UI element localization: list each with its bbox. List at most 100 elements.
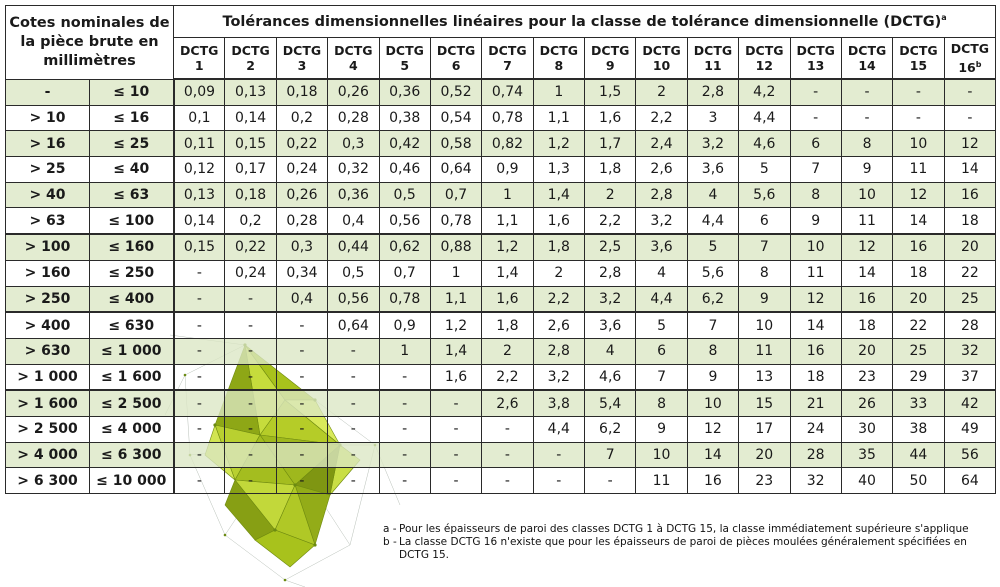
tolerance-cell: -	[840, 78, 894, 106]
tolerance-cell: 1,2	[532, 130, 586, 158]
tolerance-cell: -	[172, 259, 226, 287]
tolerance-cell: -	[224, 285, 277, 313]
column-header-text: DCTG 13	[796, 43, 835, 73]
tolerance-cell: 18	[943, 207, 997, 235]
tolerance-cell: 1,5	[583, 78, 637, 106]
tolerance-cell: -	[327, 337, 380, 365]
tolerance-cell: 6	[738, 207, 791, 235]
tolerance-cell: -	[481, 415, 534, 443]
tolerance-cell: 5	[738, 156, 791, 183]
tolerance-cell: 2,6	[635, 156, 688, 183]
tolerance-cell: 0,9	[481, 156, 534, 183]
tolerance-cell: 4,6	[738, 130, 791, 158]
tolerance-cell: 18	[789, 363, 842, 391]
tolerance-cell: 0,13	[172, 181, 226, 209]
tolerance-cell: 4,4	[738, 104, 791, 132]
tolerance-cell: 9	[789, 207, 842, 235]
tolerance-table-container: Cotes nominales de la pièce brute en mil…	[5, 5, 997, 587]
tolerance-cell: 7	[738, 233, 791, 261]
footnote-a: a - Pour les épaisseurs de paroi des cla…	[383, 523, 995, 536]
column-header-text: DCTG 11	[693, 43, 733, 73]
tolerance-cell: 38	[892, 415, 945, 443]
range-lower-bound: > 1 600	[5, 389, 90, 417]
tolerance-cell: 12	[789, 285, 842, 313]
tolerance-cell: 2,2	[532, 285, 586, 313]
column-header-dctg-13: DCTG 13DCTG13	[789, 37, 842, 80]
tolerance-cell: 0,26	[327, 78, 380, 106]
tolerance-cell: 10	[635, 441, 688, 469]
tolerance-cell: 28	[789, 441, 842, 469]
tolerance-cell: -	[892, 78, 945, 106]
range-lower-bound: > 6 300	[5, 467, 90, 494]
tolerance-cell: 24	[789, 415, 842, 443]
tolerance-cell: 23	[738, 467, 791, 494]
tolerance-cell: 9	[840, 156, 894, 183]
column-header-text: DCTG 4	[334, 43, 373, 73]
tolerance-cell: 3,2	[583, 285, 637, 313]
tolerance-cell: 5,6	[686, 259, 740, 287]
range-upper-bound: ≤ 1 600	[89, 363, 175, 391]
tolerance-cell: 44	[892, 441, 945, 469]
column-header-text: DCTG 12	[745, 43, 784, 73]
tolerance-cell: 0,7	[378, 259, 431, 287]
tolerance-cell: 16	[892, 233, 945, 261]
tolerance-cell: 0,78	[429, 207, 483, 235]
column-header-text: DCTG 7	[488, 43, 527, 73]
tolerance-cell: 1	[481, 181, 534, 209]
tolerance-cell: -	[172, 415, 226, 443]
tolerance-cell: 20	[738, 441, 791, 469]
tolerance-cell: 0,15	[224, 130, 277, 158]
table-row: > 2 500 ≤ 4 000- - - - - - -4,4 6,2 9 12 17 24 30 38 49	[5, 415, 997, 443]
tolerance-cell: 0,12	[172, 156, 226, 183]
tolerance-cell: 18	[840, 311, 894, 339]
tolerance-cell: 0,54	[429, 104, 483, 132]
tolerance-cell: 0,5	[327, 259, 380, 287]
tolerance-cell: 3	[686, 104, 740, 132]
footnote-a-key: a -	[383, 523, 397, 535]
tolerance-cell: 0,56	[378, 207, 431, 235]
tolerance-cell: 0,13	[224, 78, 277, 106]
tolerance-cell: 0,09	[172, 78, 226, 106]
tolerance-cell: 4	[635, 259, 688, 287]
tolerance-cell: 11	[738, 337, 791, 365]
table-row: > 25 ≤ 40 0,12 0,17 0,24 0,32 0,46 0,64 0,9 1,3 1,…	[5, 156, 997, 183]
tolerance-cell: 1,4	[429, 337, 483, 365]
tolerance-cell: 5	[686, 233, 740, 261]
tolerance-cell: -	[840, 104, 894, 132]
tolerance-cell: 6,2	[686, 285, 740, 313]
table-row: > 10 ≤ 16 0,1 0,14 0,2 0,28 0,38 0,54 0,78 1,1 1,6…	[5, 104, 997, 132]
tolerance-cell: 0,18	[224, 181, 277, 209]
column-header-dctg-14: DCTG 14DCTG14	[840, 37, 894, 80]
tolerance-cell: 37	[943, 363, 997, 391]
tolerance-cell: 0,56	[327, 285, 380, 313]
column-header-text: DCTG 3	[282, 43, 322, 73]
tolerance-table: Cotes nominales de la pièce brute en mil…	[5, 5, 997, 494]
tolerance-cell: 0,2	[224, 207, 277, 235]
table-row: > 6 300 ≤ 10 000- - - - - - - - -11 16 23 32 40 50 64	[5, 467, 997, 494]
tolerance-cell: -	[224, 337, 277, 365]
tolerance-cell: 11	[635, 467, 688, 494]
tolerance-cell: -	[943, 78, 997, 106]
tolerance-cell: -	[378, 467, 431, 494]
range-upper-bound: ≤ 250	[89, 259, 175, 287]
tolerance-cell: 3,6	[583, 311, 637, 339]
tolerance-cell: -	[378, 389, 431, 417]
table-row: > 1 000 ≤ 1 600- - - - -1,6 2,2 3,2 4,6 7 9 13 18 23 2…	[5, 363, 997, 391]
tolerance-cell: 0,3	[275, 233, 329, 261]
column-header-text: DCTG 10	[642, 43, 681, 73]
tolerance-cell: 0,36	[378, 78, 431, 106]
range-upper-bound: ≤ 25	[89, 130, 175, 158]
footnote-a-text: Pour les épaisseurs de paroi des classes…	[399, 523, 969, 535]
range-lower-bound: > 25	[5, 156, 90, 183]
tolerance-cell: 8	[738, 259, 791, 287]
tolerance-cell: 12	[892, 181, 945, 209]
tolerance-cell: 3,2	[532, 363, 586, 391]
range-lower-bound: -	[5, 78, 90, 106]
tolerance-cell: 0,4	[275, 285, 329, 313]
tolerance-cell: 1,6	[532, 207, 586, 235]
tolerance-cell: 0,58	[429, 130, 483, 158]
tolerance-cell: -	[172, 337, 226, 365]
tolerance-cell: 1,1	[481, 207, 534, 235]
tolerance-cell: -	[892, 104, 945, 132]
tolerance-cell: 0,32	[327, 156, 380, 183]
